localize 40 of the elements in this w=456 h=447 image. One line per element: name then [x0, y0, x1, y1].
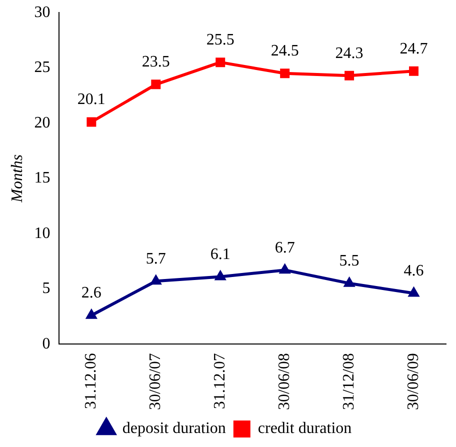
data-label: 24.5 [270, 42, 299, 60]
x-tick-label: 30/06/07 [147, 353, 164, 410]
y-tick-label: 30 [34, 4, 50, 21]
point [86, 308, 98, 319]
data-label: 5.5 [339, 252, 360, 270]
y-tick-label: 15 [34, 170, 50, 187]
point [216, 58, 226, 68]
point [344, 70, 354, 80]
data-label: 24.3 [335, 44, 364, 62]
point [344, 276, 355, 287]
data-label: 5.7 [146, 250, 166, 268]
data-label: 23.5 [142, 54, 170, 71]
data-label: 4.6 [404, 262, 424, 280]
point [279, 264, 291, 274]
data-label: 6.7 [274, 239, 295, 256]
y-axis-title: Months [8, 154, 26, 204]
point [214, 270, 226, 280]
x-tick-label: 31.12.07 [212, 353, 229, 410]
data-label: 20.1 [77, 91, 106, 108]
point [86, 117, 96, 127]
point [280, 68, 290, 78]
y-tick-label: 20 [34, 114, 50, 132]
y-tick-label: 5 [42, 280, 50, 298]
x-tick-label: 30/06/09 [404, 353, 422, 410]
y-tick-label: 10 [34, 224, 50, 242]
point [409, 66, 419, 76]
data-label: 24.7 [400, 40, 428, 58]
x-tick-label: 31.12.06 [82, 353, 100, 410]
data-label: 6.1 [210, 246, 230, 263]
point [151, 80, 161, 90]
x-tick-label: 31/12/08 [340, 353, 358, 410]
data-label: 2.6 [81, 284, 102, 302]
point [150, 274, 162, 285]
point [408, 286, 420, 297]
legend-label: credit duration [258, 420, 352, 438]
x-tick-label: 30/06/08 [276, 353, 294, 410]
y-tick-label: 0 [42, 335, 50, 352]
y-tick-label: 25 [34, 59, 50, 76]
data-label: 25.5 [206, 32, 234, 49]
legend-label: deposit duration [122, 420, 226, 438]
